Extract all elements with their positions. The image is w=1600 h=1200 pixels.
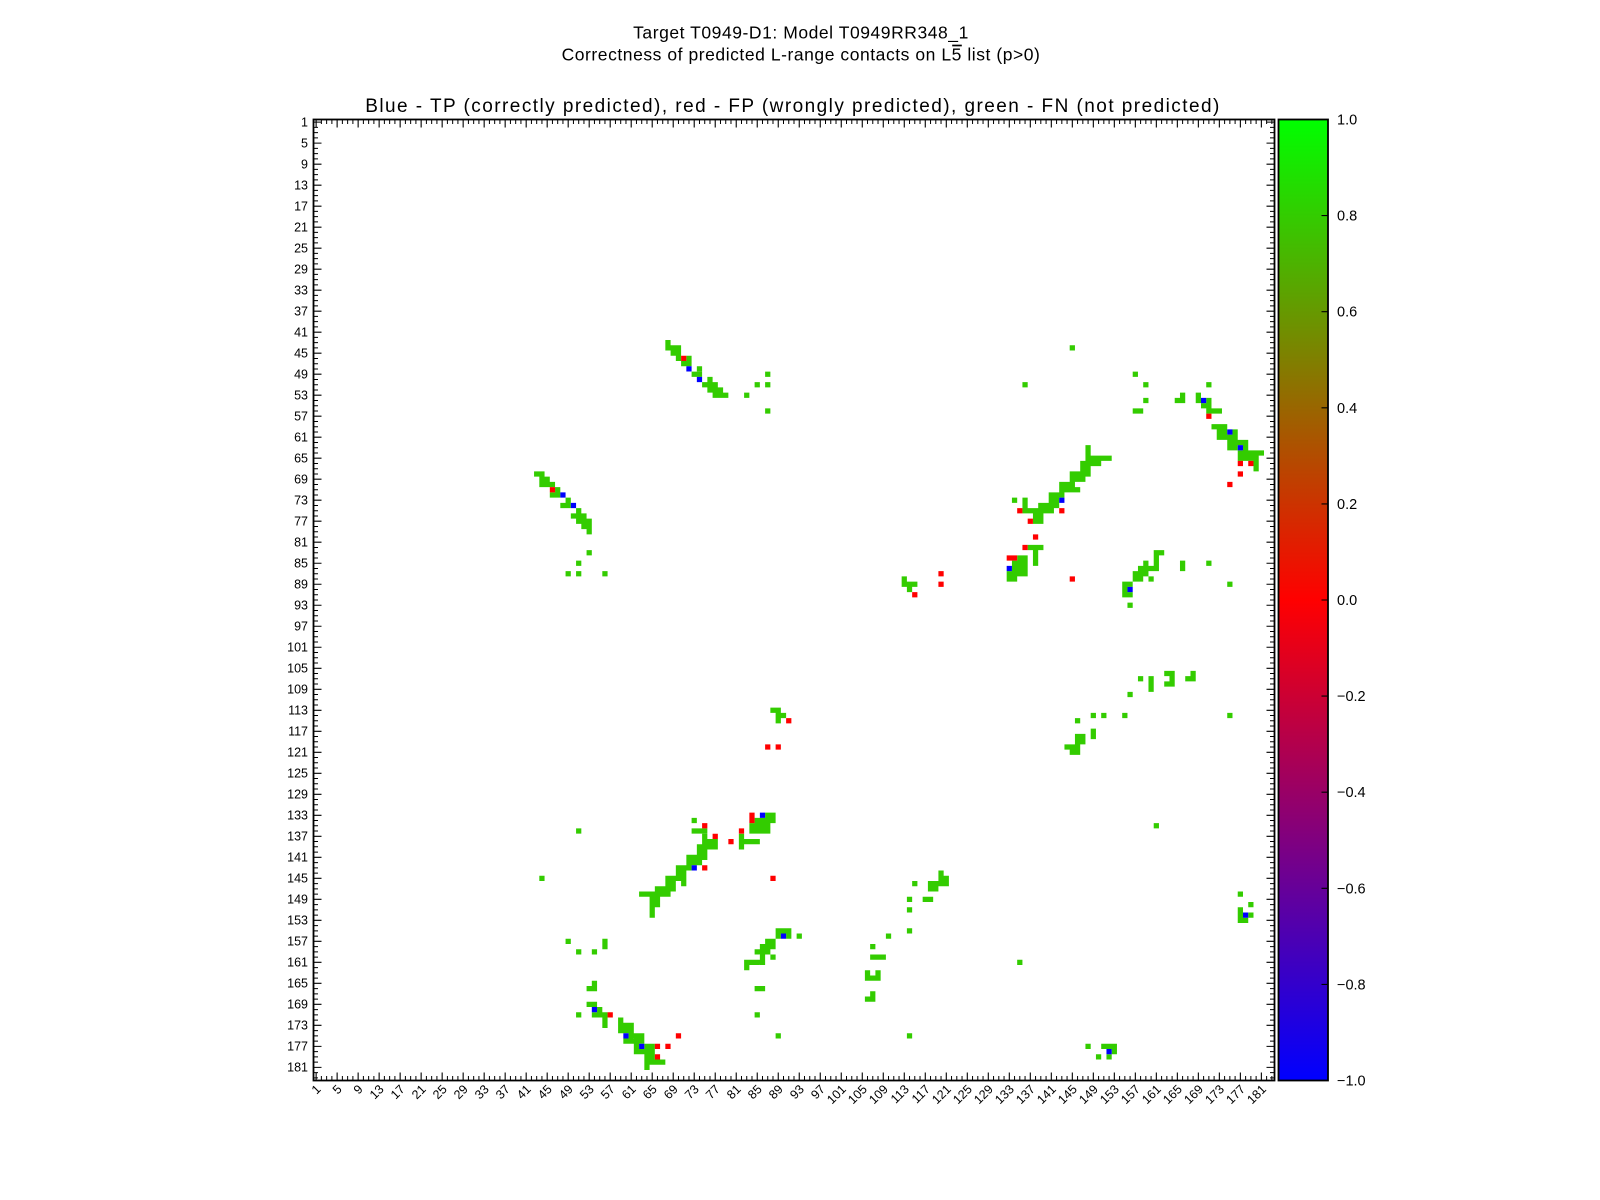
svg-text:0.0: 0.0 [1337,593,1357,609]
svg-text:0.2: 0.2 [1337,497,1357,513]
svg-text:165: 165 [287,977,308,991]
svg-text:Target T0949-D1: Model T0949RR: Target T0949-D1: Model T0949RR348_1 [633,23,969,44]
svg-text:149: 149 [287,893,308,907]
svg-text:137: 137 [287,830,308,844]
svg-text:113: 113 [288,704,308,718]
svg-text:181: 181 [287,1061,308,1075]
svg-text:1: 1 [301,115,308,129]
svg-text:49: 49 [294,368,308,382]
svg-text:93: 93 [294,599,308,613]
svg-text:177: 177 [287,1040,308,1054]
svg-text:Correctness of predicted L-ran: Correctness of predicted L-range contact… [562,45,1041,65]
svg-text:0.6: 0.6 [1337,305,1357,321]
svg-text:33: 33 [294,284,308,298]
svg-text:−0.8: −0.8 [1337,977,1366,993]
svg-text:105: 105 [287,662,308,676]
svg-text:0.4: 0.4 [1337,401,1357,417]
svg-text:45: 45 [294,347,308,361]
svg-text:61: 61 [294,431,308,445]
svg-text:57: 57 [294,410,308,424]
svg-text:−0.6: −0.6 [1337,881,1366,897]
svg-text:125: 125 [287,767,308,781]
svg-text:17: 17 [294,199,308,213]
svg-text:1.0: 1.0 [1337,113,1357,129]
svg-text:53: 53 [294,389,308,403]
svg-text:9: 9 [301,157,308,171]
svg-text:89: 89 [294,578,308,592]
svg-text:133: 133 [287,809,308,823]
svg-text:5: 5 [301,136,308,150]
svg-text:117: 117 [288,725,308,739]
svg-text:153: 153 [287,914,308,928]
svg-text:81: 81 [294,536,308,550]
svg-text:0.8: 0.8 [1337,209,1357,225]
svg-text:161: 161 [287,956,308,970]
svg-text:−0.4: −0.4 [1337,785,1366,801]
svg-text:157: 157 [287,935,308,949]
svg-text:−1.0: −1.0 [1337,1074,1366,1090]
svg-text:69: 69 [294,473,308,487]
svg-text:85: 85 [294,557,308,571]
svg-text:77: 77 [294,515,308,529]
svg-text:97: 97 [294,620,308,634]
svg-text:−0.2: −0.2 [1337,689,1366,705]
svg-text:Blue - TP (correctly predicted: Blue - TP (correctly predicted), red - F… [365,96,1221,117]
svg-text:173: 173 [287,1019,308,1033]
svg-text:37: 37 [294,305,308,319]
svg-text:109: 109 [287,683,308,697]
svg-text:101: 101 [287,641,308,655]
svg-text:29: 29 [294,263,308,277]
svg-text:145: 145 [287,872,308,886]
svg-text:13: 13 [294,178,308,192]
svg-text:141: 141 [287,851,308,865]
svg-text:21: 21 [294,221,308,235]
svg-text:121: 121 [287,746,308,760]
svg-text:129: 129 [287,788,308,802]
svg-text:73: 73 [294,494,308,508]
svg-text:25: 25 [294,242,308,256]
svg-text:65: 65 [294,452,308,466]
svg-text:169: 169 [287,998,308,1012]
svg-text:41: 41 [294,326,308,340]
